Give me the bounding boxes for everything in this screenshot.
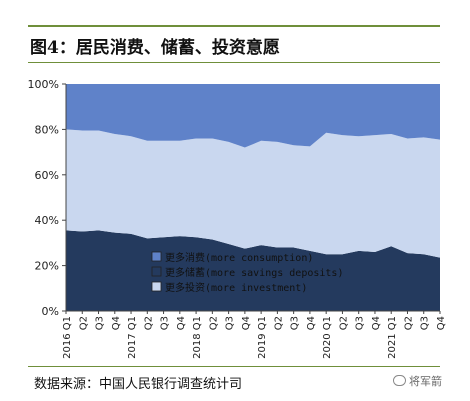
y-tick-label: 60% [35, 169, 59, 182]
x-tick-label: Q3 [95, 316, 106, 330]
area-consumption [66, 84, 440, 148]
chart-title: 图4：居民消费、储蓄、投资意愿 [30, 38, 280, 58]
x-tick-label: 2021 Q1 [387, 316, 398, 359]
x-tick-label: Q4 [111, 316, 122, 330]
x-tick-label: 2016 Q1 [62, 316, 73, 359]
watermark-text: 将军箭 [409, 375, 442, 388]
stacked-area-chart: 0% 20% 40% 60% 80% 100% 2016 Q1 Q2 Q3 Q4 2017 Q1 Q2… [28, 78, 447, 359]
x-tick-label: Q2 [273, 316, 284, 330]
x-tick-label: Q3 [160, 316, 171, 330]
legend-label-investment: 更多投资(more investment) [165, 281, 307, 294]
area-investment [66, 129, 440, 258]
data-source: 数据来源：中国人民银行调查统计司 [34, 377, 243, 392]
x-tick-label: Q3 [290, 316, 301, 330]
y-tick-label: 40% [35, 214, 59, 227]
x-tick-label: Q4 [176, 316, 187, 330]
x-tick-label: Q3 [225, 316, 236, 330]
wechat-icon [393, 375, 406, 386]
x-tick-label: Q2 [143, 316, 154, 330]
x-tick-label: Q2 [403, 316, 414, 330]
x-tick-label: Q3 [355, 316, 366, 330]
x-tick-label: Q3 [420, 316, 431, 330]
x-tick-label: Q4 [306, 316, 317, 330]
x-tick-label: 2017 Q1 [127, 316, 138, 359]
x-tick-label: 2019 Q1 [257, 316, 268, 359]
y-tick-label: 0% [42, 305, 59, 318]
x-tick-label: 2020 Q1 [322, 316, 333, 359]
x-tick-label: Q4 [241, 316, 252, 330]
title-rule [28, 62, 440, 63]
legend-swatch-consumption [151, 251, 162, 262]
top-rule [28, 25, 440, 27]
x-tick-label: Q2 [78, 316, 89, 330]
legend-swatch-savings [151, 266, 162, 277]
x-tick-label: 2018 Q1 [192, 316, 203, 359]
watermark: 将军箭 [393, 373, 442, 389]
x-tick-label: Q2 [338, 316, 349, 330]
y-tick-label: 20% [35, 260, 59, 273]
x-tick-label: Q2 [208, 316, 219, 330]
x-tick-label: Q4 [436, 316, 447, 330]
legend-label-consumption: 更多消费(more consumption) [165, 251, 313, 264]
legend-label-savings: 更多储蓄(more savings deposits) [165, 266, 343, 279]
source-rule [28, 366, 440, 367]
legend-swatch-investment [151, 281, 162, 292]
y-tick-label: 80% [35, 123, 59, 136]
x-tick-label: Q4 [371, 316, 382, 330]
y-tick-label: 100% [28, 78, 59, 91]
